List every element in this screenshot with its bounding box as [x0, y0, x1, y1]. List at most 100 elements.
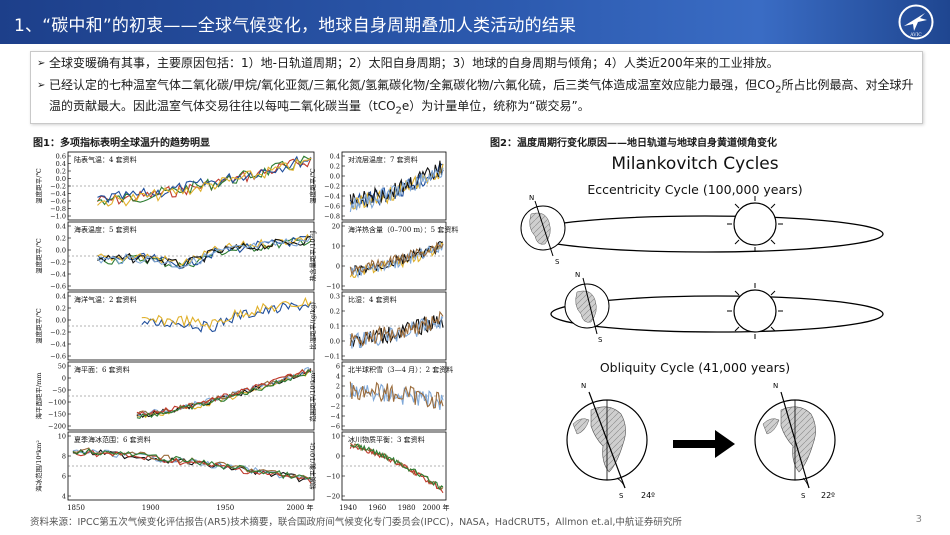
- y-tick-label: −0.8: [50, 205, 66, 213]
- y-tick-label: −0.6: [50, 198, 66, 206]
- bullet-text-2a: 已经认定的七种温室气体二氧化碳/甲烷/氧化亚氮/三氟化氮/氢氟碳化物/全氟碳化物…: [49, 78, 776, 92]
- y-tick-label: −1.0: [50, 213, 66, 221]
- left-series-line: [97, 235, 312, 269]
- right-panel-ylabel: 物质平衡/10³Gt: [308, 442, 317, 489]
- y-tick-label: 10: [332, 433, 340, 441]
- right-panel-ylabel: 范围距平/10⁶km²: [308, 370, 317, 422]
- left-series-line: [97, 155, 312, 204]
- page-number: 3: [915, 514, 922, 525]
- milankovitch-diagram: Milankovitch Cycles Eccentricity Cycle (…: [520, 154, 884, 500]
- bullet-text-2b: 所占比例最高、对全球升温的贡献最大。因此温室气体交易往往以每吨二氧化碳当量（tC…: [49, 78, 914, 114]
- y-tick-label: 0.2: [56, 168, 66, 176]
- y-tick-label: −200: [48, 423, 66, 431]
- right-panel-ylabel: 比湿距平/(g/kg): [308, 302, 317, 350]
- figure2-caption: 图2：温度周期行变化原因——地日轨道与地球自身黄道倾角变化: [490, 138, 777, 149]
- right-panel-ylabel: 温度距平/℃: [308, 168, 317, 203]
- left-panel-ylabel: 温度距平/℃: [34, 238, 43, 273]
- bullet-item-1: ➢ 全球变暖确有其事，主要原因包括：1）地-日轨道周期；2）太阳自身周期；3）地…: [37, 55, 916, 72]
- figure1: 0.6 0.4 0.2 0.0 −0.2 −0.4 −0.6 −0.8 −1.0 温度距平/℃ 陆表…: [30, 150, 460, 512]
- earth-globe-icon: N S 24º: [566, 382, 655, 500]
- obliquity-label: Obliquity Cycle (41,000 years): [600, 360, 790, 375]
- earth-globe-icon: N S: [564, 271, 610, 344]
- y-tick-label: 0.4: [330, 153, 340, 161]
- y-tick-label: 0.4: [56, 160, 66, 168]
- y-tick-label: 8: [62, 453, 66, 461]
- left-series-line: [136, 368, 312, 416]
- milankovitch-title: Milankovitch Cycles: [611, 154, 778, 174]
- y-tick-label: 0: [62, 375, 66, 383]
- sun-icon: [727, 283, 783, 339]
- left-panel-ylabel: 温度距平/℃: [34, 168, 43, 203]
- x-tick-label: 1850: [67, 504, 85, 512]
- left-series-line: [141, 296, 312, 331]
- left-panel-label: 海表温度：5 套资料: [74, 225, 137, 234]
- y-tick-label: −50: [52, 387, 66, 395]
- south-label: S: [801, 492, 806, 500]
- earth-globe-icon: N S 22º: [754, 382, 836, 500]
- left-panel-label: 海平面：6 套资料: [74, 365, 130, 374]
- right-panel-label: 海洋热含量（0–700 m）：5 套资料: [348, 225, 458, 234]
- x-tick-label: 1960: [368, 504, 386, 512]
- y-tick-label: −0.2: [324, 183, 340, 191]
- left-panel-label: 夏季海冰范围：6 套资料: [74, 435, 151, 444]
- right-series-line: [349, 310, 444, 347]
- right-panel-label: 比湿：4 套资料: [348, 295, 397, 304]
- y-tick-label: 0.4: [56, 293, 66, 301]
- y-tick-label: 4: [62, 493, 66, 501]
- right-panel-label: 冰川物质平衡：3 套资料: [348, 435, 425, 444]
- y-tick-label: 0.0: [56, 247, 66, 255]
- y-tick-label: 0.2: [56, 305, 66, 313]
- left-panel-ylabel: 海冰范围/10⁶km²: [34, 440, 43, 492]
- airplane-logo-icon: AVIC: [898, 4, 934, 40]
- y-tick-label: −0.4: [50, 341, 66, 349]
- y-tick-label: −10: [326, 283, 340, 291]
- y-tick-label: −6: [330, 423, 340, 431]
- y-tick-label: −0.2: [50, 259, 66, 267]
- subscript-2: 2: [775, 84, 782, 96]
- north-label: N: [773, 382, 778, 390]
- north-label: N: [575, 271, 580, 279]
- y-tick-label: −4: [330, 413, 340, 421]
- bullet-box: ➢ 全球变暖确有其事，主要原因包括：1）地-日轨道周期；2）太阳自身周期；3）地…: [30, 51, 923, 124]
- y-tick-label: 6: [336, 363, 340, 371]
- y-tick-label: 0: [336, 263, 340, 271]
- x-tick-label: 1980: [398, 504, 416, 512]
- logo-text: AVIC: [909, 32, 922, 38]
- y-tick-label: 0.4: [56, 223, 66, 231]
- x-tick-label: 2000 年: [286, 503, 313, 512]
- y-tick-label: 0: [336, 393, 340, 401]
- bullet-arrow-icon: ➢: [37, 58, 46, 69]
- angle-label-24: 24º: [641, 491, 655, 500]
- y-tick-label: −10: [326, 473, 340, 481]
- left-series-line: [97, 157, 312, 207]
- left-series-line: [72, 448, 312, 483]
- right-series-line: [349, 241, 444, 276]
- x-tick-label: 1950: [216, 504, 234, 512]
- left-series-line: [136, 369, 311, 416]
- left-panel-label: 陆表气温：4 套资料: [74, 155, 137, 164]
- y-tick-label: −0.1: [324, 353, 340, 361]
- y-tick-label: 0.0: [330, 173, 340, 181]
- y-tick-label: −20: [326, 493, 340, 501]
- north-label: N: [581, 382, 586, 390]
- y-tick-label: 20: [332, 223, 340, 231]
- y-tick-label: −100: [48, 399, 66, 407]
- figure1-svg: 0.60.40.20.0−0.2−0.4−0.6−0.8−1.0温度距平/℃陆表…: [34, 151, 458, 512]
- south-label: S: [555, 258, 560, 266]
- y-tick-label: −0.6: [50, 283, 66, 291]
- header-bar: 1、“碳中和”的初衷——全球气候变化，地球自身周期叠加人类活动的结果 AVIC: [0, 0, 950, 44]
- left-series-line: [97, 235, 312, 270]
- left-series-line: [72, 450, 312, 484]
- y-tick-label: 0.2: [330, 308, 340, 316]
- eccentricity-label: Eccentricity Cycle (100,000 years): [587, 182, 802, 197]
- y-tick-label: −0.8: [324, 213, 340, 221]
- north-label: N: [529, 194, 534, 202]
- left-series-line: [97, 235, 312, 269]
- south-label: S: [598, 336, 603, 344]
- left-panel-ylabel: 温度距平/℃: [34, 308, 43, 343]
- y-tick-label: 10: [58, 433, 66, 441]
- left-series-line: [141, 302, 312, 333]
- source-note: 资料来源：IPCC第五次气候变化评估报告(AR5)技术摘要，联合国政府间气候变化…: [30, 517, 682, 528]
- bullet-text-1: 全球变暖确有其事，主要原因包括：1）地-日轨道周期；2）太阳自身周期；3）地球的…: [49, 56, 779, 70]
- right-series-line: [349, 381, 444, 409]
